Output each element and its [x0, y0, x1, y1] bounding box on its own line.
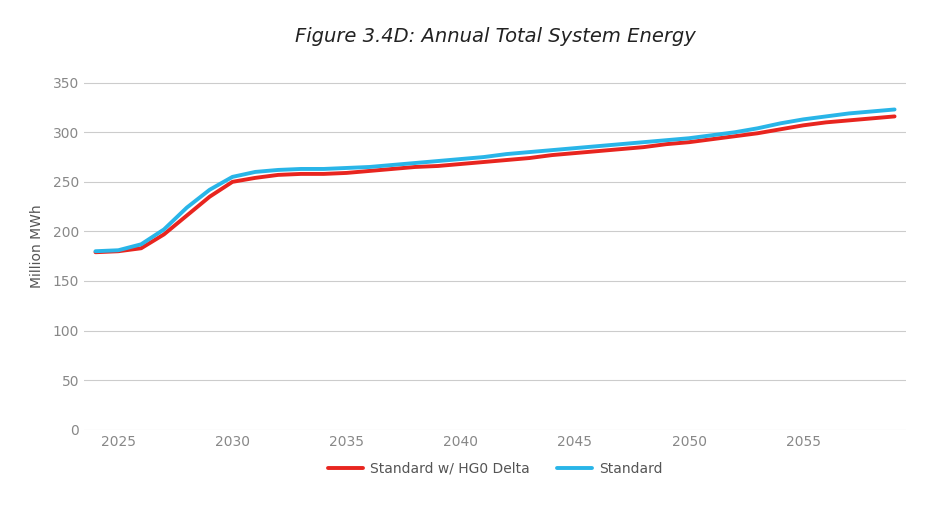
Standard [501, 151, 512, 157]
Standard w/ HG0 Delta [752, 130, 763, 136]
Standard [249, 169, 261, 175]
Standard w/ HG0 Delta [364, 168, 375, 174]
Standard [135, 241, 147, 247]
Standard [706, 132, 717, 138]
Standard [409, 160, 420, 166]
Standard w/ HG0 Delta [273, 172, 284, 178]
Line: Standard w/ HG0 Delta: Standard w/ HG0 Delta [95, 116, 895, 252]
Standard w/ HG0 Delta [501, 157, 512, 163]
Standard w/ HG0 Delta [889, 113, 900, 119]
Standard w/ HG0 Delta [90, 249, 101, 255]
Standard w/ HG0 Delta [706, 136, 717, 143]
Standard w/ HG0 Delta [843, 117, 855, 124]
Standard [432, 158, 444, 164]
Standard w/ HG0 Delta [159, 231, 170, 237]
Standard [615, 141, 626, 147]
Standard [227, 174, 238, 180]
Standard w/ HG0 Delta [729, 133, 741, 139]
Standard w/ HG0 Delta [638, 144, 649, 150]
Standard w/ HG0 Delta [295, 171, 306, 177]
Standard [181, 204, 192, 211]
Standard w/ HG0 Delta [113, 248, 124, 254]
Standard w/ HG0 Delta [570, 150, 581, 156]
Standard w/ HG0 Delta [615, 146, 626, 152]
Standard [113, 247, 124, 254]
Standard [524, 149, 535, 155]
Standard [843, 110, 855, 116]
Standard [387, 162, 398, 168]
Y-axis label: Million MWh: Million MWh [31, 204, 45, 288]
Title: Figure 3.4D: Annual Total System Energy: Figure 3.4D: Annual Total System Energy [294, 27, 696, 46]
Standard [729, 129, 741, 135]
Standard w/ HG0 Delta [592, 148, 603, 154]
Standard [592, 143, 603, 149]
Standard [455, 156, 466, 162]
Standard w/ HG0 Delta [181, 212, 192, 219]
Standard [752, 125, 763, 132]
Standard w/ HG0 Delta [684, 139, 695, 145]
Standard [478, 154, 489, 160]
Standard [775, 120, 786, 126]
Standard [684, 135, 695, 141]
Standard w/ HG0 Delta [409, 164, 420, 170]
Standard [273, 167, 284, 173]
Standard w/ HG0 Delta [204, 193, 215, 200]
Standard w/ HG0 Delta [775, 126, 786, 133]
Standard [546, 147, 558, 153]
Standard w/ HG0 Delta [660, 141, 672, 147]
Standard [159, 226, 170, 233]
Standard [341, 165, 352, 171]
Standard w/ HG0 Delta [524, 155, 535, 161]
Standard [570, 145, 581, 151]
Standard w/ HG0 Delta [546, 152, 558, 158]
Standard w/ HG0 Delta [432, 163, 444, 169]
Standard w/ HG0 Delta [820, 119, 831, 126]
Standard [820, 113, 831, 119]
Standard w/ HG0 Delta [798, 122, 809, 128]
Standard w/ HG0 Delta [387, 166, 398, 172]
Standard w/ HG0 Delta [341, 170, 352, 176]
Standard w/ HG0 Delta [866, 115, 877, 122]
Line: Standard: Standard [95, 110, 895, 251]
Legend: Standard w/ HG0 Delta, Standard: Standard w/ HG0 Delta, Standard [322, 456, 668, 482]
Standard w/ HG0 Delta [318, 171, 330, 177]
Standard [204, 187, 215, 193]
Standard w/ HG0 Delta [249, 174, 261, 181]
Standard [638, 139, 649, 145]
Standard [866, 108, 877, 115]
Standard w/ HG0 Delta [478, 159, 489, 165]
Standard w/ HG0 Delta [455, 161, 466, 167]
Standard [364, 164, 375, 170]
Standard w/ HG0 Delta [227, 179, 238, 185]
Standard [660, 137, 672, 144]
Standard [295, 166, 306, 172]
Standard w/ HG0 Delta [135, 245, 147, 252]
Standard [798, 116, 809, 123]
Standard [318, 166, 330, 172]
Standard [90, 248, 101, 254]
Standard [889, 106, 900, 113]
